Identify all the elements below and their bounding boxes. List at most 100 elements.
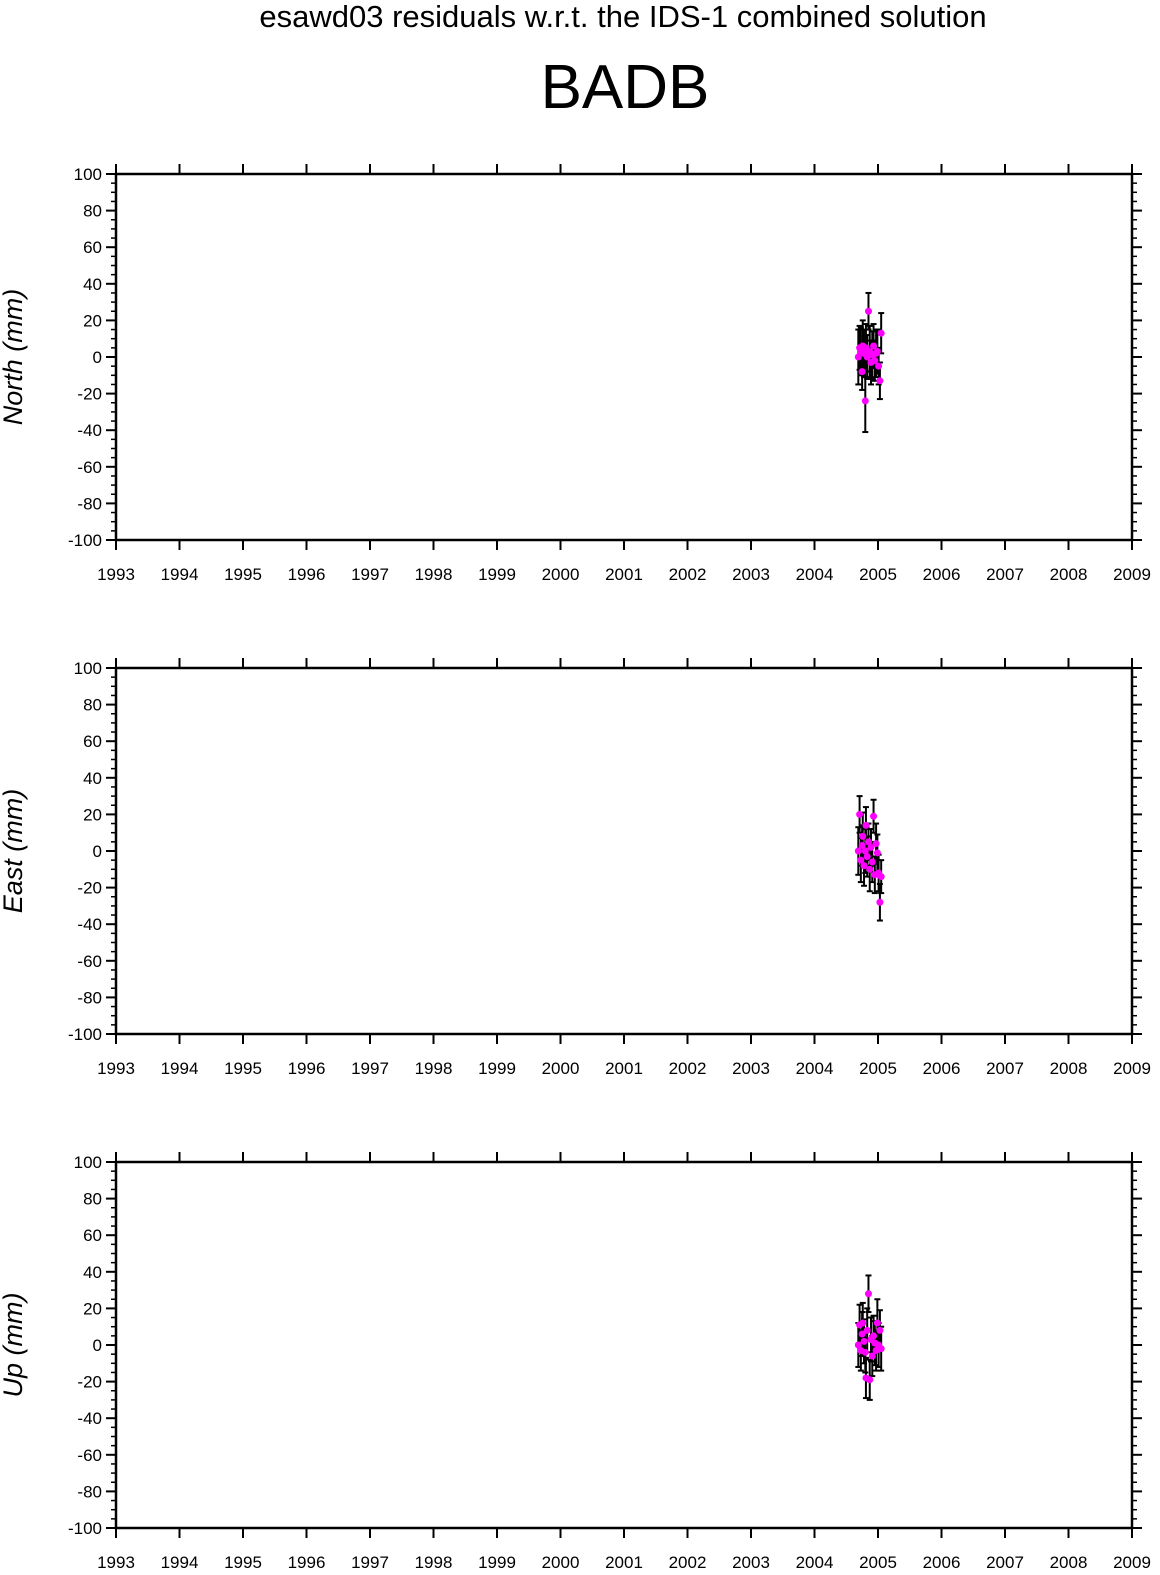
up-point [859,1319,867,1327]
figure-title: BADB [541,53,710,122]
up-ytick-label: 40 [83,1263,102,1282]
east-ytick-label: -80 [77,988,102,1007]
north-point [875,362,883,370]
east-ytick-label: 40 [83,769,102,788]
east-xtick-label: 2006 [923,1059,961,1078]
up-ytick-label: -40 [77,1409,102,1428]
east-point [870,812,878,820]
up-xtick-label: 2004 [796,1553,834,1572]
north-xtick-label: 1999 [478,565,516,584]
north-point [870,342,878,350]
north-xtick-label: 2009 [1113,565,1151,584]
east-ytick-label: -100 [68,1025,102,1044]
north-xtick-label: 2007 [986,565,1024,584]
north-ytick-label: -20 [77,385,102,404]
north-point [858,368,866,376]
north-point [861,397,869,405]
north-point [871,357,879,365]
east-ytick-label: 80 [83,696,102,715]
up-plot-border [114,1160,1134,1530]
up-point [876,1326,884,1334]
north-ytick-label: -80 [77,494,102,513]
east-point [873,849,881,857]
east-point [867,843,875,851]
north-xtick-label: 2008 [1050,565,1088,584]
east-axes-frame: 100 80 60 40 20 0 -20 -40 -60 -80 -100 1993 1994 1995… [68,658,1151,1078]
east-xtick-label: 1998 [415,1059,453,1078]
up-ytick-label: -80 [77,1482,102,1501]
east-ytick-label: 60 [83,732,102,751]
north-xtick-label: 1996 [288,565,326,584]
up-xtick-label: 1994 [161,1553,199,1572]
up-xtick-label: 1996 [288,1553,326,1572]
east-point [854,847,862,855]
up-ytick-label: 80 [83,1190,102,1209]
east-panel: 100 80 60 40 20 0 -20 -40 -60 -80 -100 1993 1994 1995… [0,658,1151,1078]
north-xtick-label: 2005 [859,565,897,584]
east-ytick-label: -60 [77,952,102,971]
up-ytick-label: 20 [83,1299,102,1318]
up-point [864,1290,872,1298]
north-xtick-label: 1997 [351,565,389,584]
up-point [873,1319,881,1327]
east-point [857,856,865,864]
east-point [868,858,876,866]
north-data [854,291,885,434]
east-xtick-label: 2008 [1050,1059,1088,1078]
north-xtick-label: 1994 [161,565,199,584]
figure-suptitle: esawd03 residuals w.r.t. the IDS-1 combi… [259,0,986,34]
north-ytick-label: -40 [77,421,102,440]
east-xtick-label: 2007 [986,1059,1024,1078]
up-axes-frame: 100 80 60 40 20 0 -20 -40 -60 -80 -100 1993 1994 1995… [68,1152,1151,1572]
up-point [866,1376,874,1384]
east-data [854,795,885,922]
up-xtick-label: 2005 [859,1553,897,1572]
up-ytick-label: 100 [74,1153,102,1172]
east-xtick-label: 1993 [97,1059,135,1078]
up-xtick-label: 2006 [923,1553,961,1572]
north-ylabel: North (mm) [0,289,28,426]
east-point [863,852,871,860]
east-xtick-label: 1999 [478,1059,516,1078]
north-panel: 100 80 60 40 20 0 -20 -40 -60 -80 -100 1993 1994 1995… [0,164,1151,584]
up-xtick-label: 2000 [542,1553,580,1572]
north-xtick-label: 1998 [415,565,453,584]
up-xtick-label: 2003 [732,1553,770,1572]
up-point [877,1345,885,1353]
up-point [860,1337,868,1345]
north-ytick-label: 20 [83,311,102,330]
east-xtick-label: 2004 [796,1059,834,1078]
east-point [861,847,869,855]
up-ylabel: Up (mm) [0,1293,28,1398]
north-point [877,329,885,337]
up-point [854,1341,862,1349]
east-point [872,840,880,848]
up-xtick-label: 2002 [669,1553,707,1572]
north-xtick-label: 2002 [669,565,707,584]
east-xtick-label: 2001 [605,1059,643,1078]
up-xtick-label: 1995 [224,1553,262,1572]
east-ytick-label: 20 [83,805,102,824]
east-xtick-label: 2000 [542,1059,580,1078]
east-point [877,873,885,881]
north-ytick-label: 0 [93,348,102,367]
north-ytick-label: 40 [83,275,102,294]
east-point [864,838,872,846]
north-point [876,377,884,385]
east-point [866,865,874,873]
north-ytick-label: -100 [68,531,102,550]
east-xtick-label: 1997 [351,1059,389,1078]
east-xtick-label: 1995 [224,1059,262,1078]
north-ytick-label: 100 [74,165,102,184]
east-point [862,821,870,829]
north-xtick-label: 2001 [605,565,643,584]
north-point [864,307,872,315]
east-point [876,898,884,906]
north-xtick-label: 2000 [542,565,580,584]
north-point [854,353,862,361]
east-xtick-label: 2005 [859,1059,897,1078]
up-point [870,1332,878,1340]
up-ytick-label: 60 [83,1226,102,1245]
north-xtick-label: 1993 [97,565,135,584]
